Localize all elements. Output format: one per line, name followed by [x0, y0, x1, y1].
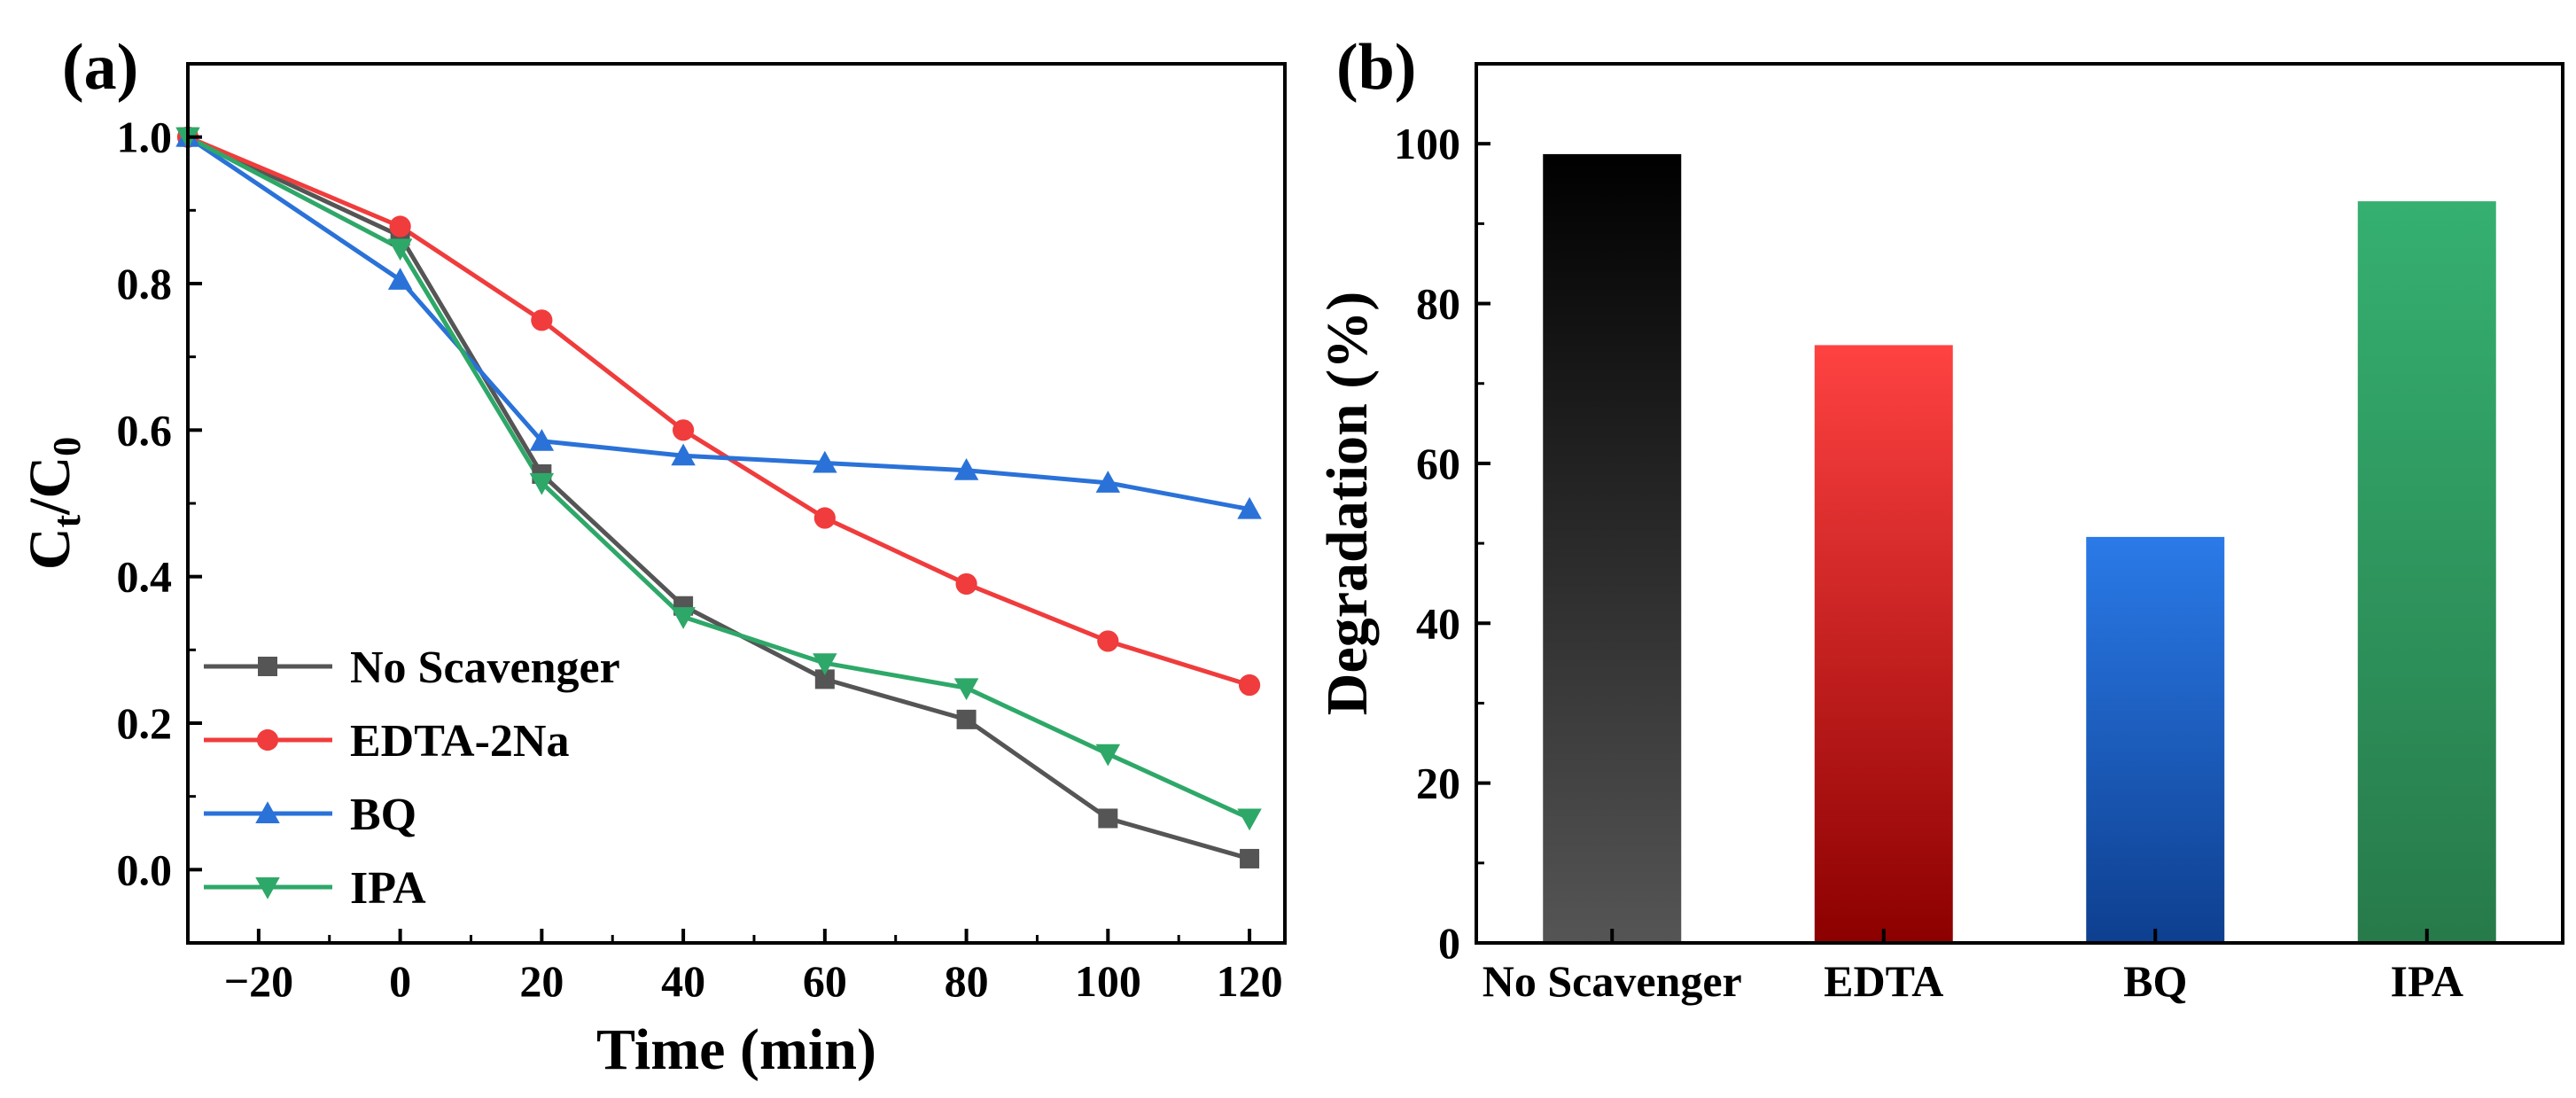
data-point: [671, 607, 696, 629]
y-tick-label: 0.4: [117, 552, 173, 602]
data-point: [953, 678, 979, 701]
chart-b-category-labels: No Scavenger EDTA BQ IPA: [1483, 956, 2463, 1006]
data-point: [387, 268, 413, 290]
panel-b-label: (b): [1336, 31, 1416, 104]
data-point: [1097, 630, 1119, 652]
data-point: [1095, 471, 1121, 493]
category-label: EDTA: [1824, 956, 1943, 1006]
x-tick-label: 80: [945, 956, 989, 1006]
y-tick-label: 20: [1416, 759, 1460, 808]
chart-a-x-ticks: −20 0 20 40 60 80 100 120: [224, 929, 1283, 1006]
chart-b-y-axis-title: Degradation (%): [1315, 292, 1380, 715]
data-point: [1237, 496, 1262, 519]
x-tick-label: −20: [224, 956, 294, 1006]
y-tick-label: 0: [1438, 918, 1460, 968]
x-tick-label: 0: [389, 956, 411, 1006]
legend-label: IPA: [350, 863, 426, 914]
y-tick-label: 0.2: [117, 698, 173, 748]
category-label: No Scavenger: [1483, 956, 1742, 1006]
y-tick-label: 40: [1416, 598, 1460, 648]
chart-a-y-axis-title: Ct/C0: [18, 437, 89, 570]
panel-a-label: (a): [62, 31, 138, 104]
legend-marker: [255, 877, 280, 899]
data-point: [1237, 808, 1262, 831]
chart-b-bars: [1543, 153, 2496, 943]
series-line: [187, 135, 1250, 688]
y-tick-label: 1.0: [117, 113, 173, 162]
y-title-sub-0: 0: [45, 437, 89, 456]
data-point: [813, 507, 836, 529]
data-point: [671, 443, 696, 466]
x-tick-label: 40: [661, 956, 705, 1006]
series-line: [186, 135, 1250, 512]
category-label: IPA: [2391, 956, 2463, 1006]
data-point: [531, 309, 553, 331]
y-tick-label: 100: [1394, 119, 1460, 168]
category-label: BQ: [2123, 956, 2187, 1006]
chart-b-plot-frame: [1475, 62, 2564, 945]
bar: [2086, 536, 2225, 943]
bar: [1814, 345, 1953, 943]
data-point: [1098, 808, 1118, 829]
series-line: [186, 135, 1251, 821]
data-point: [387, 238, 413, 261]
legend-marker: [258, 657, 277, 676]
y-tick-label: 0.8: [117, 259, 173, 308]
data-point: [1095, 744, 1121, 767]
series-line: [186, 135, 1250, 861]
chart-a: (a) −20 0 20 40 60 80 100 120 0.0 0.2 0.4 0.6 0.8 1.…: [18, 31, 1287, 1082]
chart-b-y-ticks: 0 20 40 60 80 100: [1394, 119, 1490, 968]
x-tick-label: 100: [1075, 956, 1141, 1006]
data-point: [813, 653, 837, 675]
data-point: [389, 215, 411, 238]
data-point: [529, 472, 555, 495]
chart-a-x-axis-title: Time (min): [596, 1017, 876, 1082]
x-tick-label: 60: [803, 956, 847, 1006]
x-tick-label: 120: [1217, 956, 1283, 1006]
legend-label: EDTA-2Na: [350, 716, 569, 767]
data-point: [1240, 848, 1260, 868]
data-point: [814, 669, 835, 689]
chart-b: (b) 0 20 40 60 80 100 No Scavenger EDTA BQ IPA D…: [1315, 31, 2564, 1006]
data-point: [955, 572, 977, 596]
chart-a-y-ticks: 0.0 0.2 0.4 0.6 0.8 1.0: [117, 113, 202, 894]
y-title-sub-t: t: [45, 514, 89, 527]
data-point: [529, 428, 555, 451]
y-tick-label: 0.6: [117, 405, 173, 455]
data-point: [1238, 674, 1261, 697]
x-tick-label: 20: [519, 956, 564, 1006]
bar: [1543, 153, 1682, 943]
legend-label: No Scavenger: [350, 642, 620, 693]
y-tick-label: 60: [1416, 439, 1460, 488]
y-title-sep: /C: [18, 456, 82, 516]
data-point: [956, 709, 977, 729]
legend-marker: [256, 728, 279, 751]
y-tick-label: 0.0: [117, 845, 173, 894]
data-point: [672, 419, 695, 441]
legend-label: BQ: [350, 790, 416, 840]
chart-a-series-lines: [186, 135, 1251, 861]
y-title-main: C: [18, 527, 82, 570]
data-point: [813, 450, 837, 473]
legend-marker: [255, 801, 280, 823]
chart-a-legend: No Scavenger EDTA-2Na BQ IPA: [204, 642, 620, 914]
y-tick-label: 80: [1416, 279, 1460, 329]
bar: [2357, 201, 2496, 943]
data-point: [953, 458, 979, 480]
